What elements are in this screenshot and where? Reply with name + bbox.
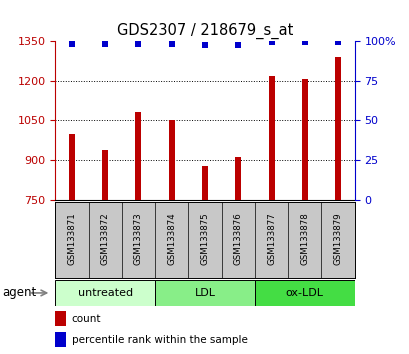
Text: GSM133874: GSM133874 [167, 212, 176, 265]
Text: count: count [72, 314, 101, 324]
Bar [55, 311, 66, 326]
Text: GSM133875: GSM133875 [200, 212, 209, 265]
Bar [69, 133, 75, 200]
Text: GSM133873: GSM133873 [134, 212, 143, 265]
Text: GSM133871: GSM133871 [67, 212, 76, 265]
Bar [102, 149, 108, 200]
Text: percentile rank within the sample: percentile rank within the sample [72, 335, 247, 345]
Bar [202, 166, 207, 200]
Bar [301, 79, 307, 200]
Text: GSM133879: GSM133879 [333, 212, 342, 265]
Text: untreated: untreated [77, 288, 133, 298]
Point [168, 41, 175, 47]
Point [267, 40, 274, 45]
Text: GSM133872: GSM133872 [101, 212, 110, 265]
Text: agent: agent [2, 286, 36, 299]
Bar [55, 280, 155, 306]
Text: GSM133877: GSM133877 [266, 212, 275, 265]
Bar [235, 157, 240, 200]
Point [201, 42, 208, 48]
Point [234, 42, 241, 48]
Point [301, 40, 307, 45]
Point [69, 41, 75, 47]
Bar [55, 332, 66, 347]
Bar [135, 113, 141, 200]
Text: GSM133878: GSM133878 [299, 212, 308, 265]
Point [334, 40, 340, 45]
Title: GDS2307 / 218679_s_at: GDS2307 / 218679_s_at [117, 23, 292, 39]
Text: ox-LDL: ox-LDL [285, 288, 323, 298]
Text: LDL: LDL [194, 288, 215, 298]
Bar [268, 76, 274, 200]
Bar [254, 280, 354, 306]
Bar [169, 120, 174, 200]
Text: GSM133876: GSM133876 [233, 212, 242, 265]
Bar [334, 57, 340, 200]
Bar [155, 280, 254, 306]
Point [135, 41, 142, 47]
Point [102, 41, 108, 47]
